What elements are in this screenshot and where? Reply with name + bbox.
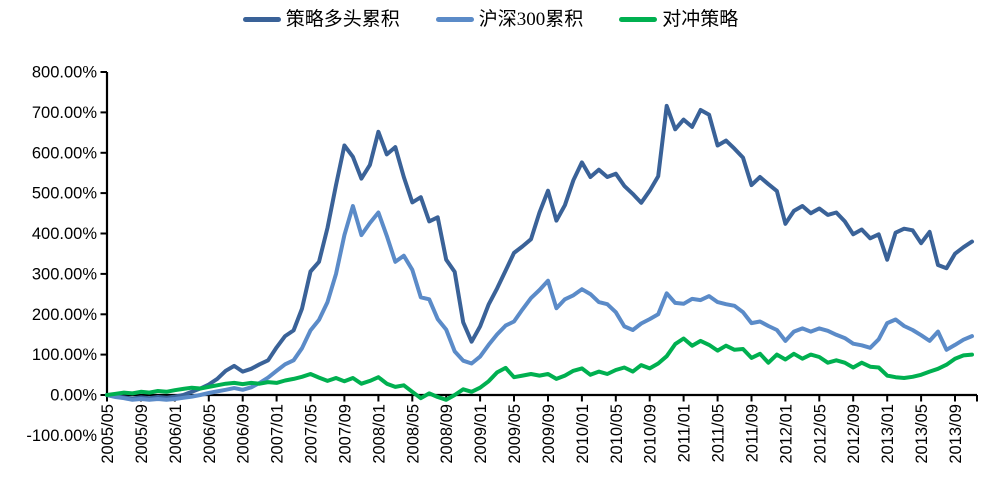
legend-item-csi300: 沪深300累积 [435,9,584,30]
x-axis-tick-label: 2008/09 [438,404,456,464]
x-axis-tick-label: 2012/01 [777,404,795,464]
x-axis-tick-label: 2005/05 [99,404,117,464]
legend-line-swatch-strategy-long [242,17,281,22]
y-axis-tick-label: 0.00% [50,387,97,405]
series-line-strategy-long [105,103,974,401]
x-axis-tick-label: 2013/05 [913,404,931,464]
x-axis-tick-label: 2007/09 [336,404,354,464]
x-axis-tick-label: 2006/05 [201,404,219,464]
y-axis-tick-label: 700.00% [32,104,97,122]
y-axis-tick-label: 600.00% [32,144,97,162]
legend-label-strategy-long: 策略多头累积 [285,9,400,30]
y-axis-tick-label: 800.00% [32,64,97,82]
x-axis-tick-label: 2013/09 [947,404,965,464]
x-axis-tick-label: 2010/01 [574,404,592,464]
chart-legend: 策略多头累积 沪深300累积 对冲策略 [0,10,981,29]
x-axis-tick-label: 2010/09 [642,404,660,464]
legend-line-swatch-csi300 [435,17,474,22]
legend-line-swatch-hedge [619,17,658,22]
x-axis-tick-label: 2012/05 [811,404,829,464]
y-axis-tick-label: 100.00% [32,346,97,364]
legend-label-csi300: 沪深300累积 [478,9,584,30]
x-axis-tick-label: 2008/05 [404,404,422,464]
x-axis-tick-label: 2013/01 [879,404,897,464]
legend-item-hedge: 对冲策略 [619,10,738,29]
legend-label-hedge: 对冲策略 [662,9,739,30]
x-axis-tick-label: 2007/01 [269,404,287,464]
x-axis-tick-label: 2009/05 [506,404,524,464]
x-axis-tick-label: 2005/09 [133,404,151,464]
x-axis-tick-label: 2006/01 [167,404,185,464]
y-axis-tick-label: 500.00% [32,185,97,203]
x-axis-tick-label: 2009/01 [472,404,490,464]
x-axis-tick-label: 2011/09 [744,404,762,462]
x-axis-tick-label: 2009/09 [540,404,558,464]
legend-item-strategy-long: 策略多头累积 [242,9,400,30]
y-axis-tick-label: 400.00% [32,225,97,243]
y-axis-tick-label: 200.00% [32,306,97,324]
x-axis-tick-label: 2012/09 [845,404,863,464]
y-axis-tick-label: -100.00% [26,427,97,445]
series-line-csi300 [105,204,974,402]
x-axis-tick-label: 2008/01 [370,404,388,464]
x-axis-tick-label: 2007/05 [303,404,321,464]
x-axis-tick-label: 2006/09 [235,404,253,464]
y-axis-tick-label: 300.00% [32,265,97,283]
x-axis-tick-label: 2011/05 [710,404,728,462]
x-axis-tick-label: 2011/01 [676,404,694,462]
series-line-hedge [105,336,974,402]
x-axis-tick-label: 2010/05 [608,404,626,464]
